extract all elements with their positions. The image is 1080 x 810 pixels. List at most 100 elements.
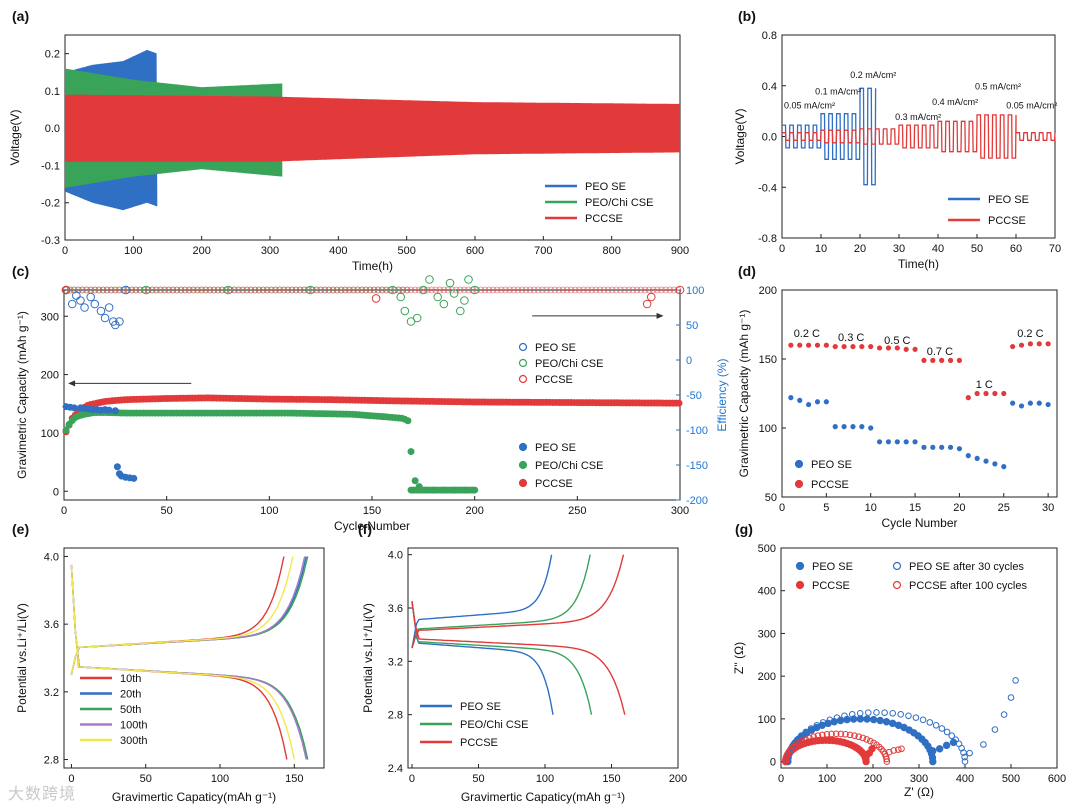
efficiency-point-PEO/Chi CSE (470, 285, 479, 295)
rate-point-PEO SE (814, 399, 821, 405)
efficiency-point (658, 286, 665, 294)
efficiency-point (411, 286, 419, 294)
impedance-point-PCCSE after 100 cycles (866, 737, 874, 745)
impedance-point-PCCSE after 100 cycles (795, 739, 803, 747)
efficiency-point (79, 286, 86, 294)
x-tick-label: 0 (68, 773, 74, 785)
rate-point-PEO SE (868, 425, 874, 431)
efficiency-point-PEO/Chi CSE (396, 292, 406, 302)
y-tick-label: -0.1 (41, 160, 60, 172)
efficiency-point (444, 286, 452, 294)
y-tick-label: 500 (758, 543, 776, 555)
x-tick-label: 50 (971, 243, 983, 255)
charge-curve-300th (70, 556, 294, 676)
y-tick-label: 200 (758, 671, 776, 683)
impedance-point-PEO SE after 30 cycles (938, 725, 946, 732)
impedance-point-PCCSE after 100 cycles (828, 730, 835, 738)
rate-point-PEO SE (823, 399, 829, 405)
efficiency-point (366, 286, 374, 294)
efficiency-point-PEO/Chi CSE (400, 306, 410, 316)
efficiency-point (189, 286, 197, 294)
x-tick-label: 0 (778, 773, 784, 785)
rate-point-PCCSE (912, 346, 918, 352)
efficiency-point (571, 286, 579, 294)
rate-point-PCCSE (983, 390, 989, 397)
x-tick-label: 70 (1049, 243, 1061, 255)
efficiency-point (625, 286, 633, 294)
efficiency-point (165, 286, 173, 294)
impedance-point-PEO SE (856, 715, 865, 723)
efficiency-point (419, 286, 427, 294)
x-tick-label: 100 (211, 773, 229, 785)
efficiency-point (436, 286, 444, 294)
efficiency-point (280, 286, 288, 294)
capacity-point-PCCSE (675, 399, 683, 407)
efficiency-point (395, 286, 403, 294)
x-axis-label: Gravimertic Capaticy(mAh g⁻¹) (461, 790, 625, 804)
rate-point-PEO SE (939, 444, 945, 450)
series-line-PEO SE (782, 87, 877, 186)
rate-point-PEO SE (992, 461, 998, 467)
efficiency-point (99, 286, 107, 294)
x-tick-label: 30 (1042, 502, 1054, 514)
efficiency-point (555, 286, 563, 294)
legend-cap-PCCSE: PCCSE (535, 478, 573, 490)
rate-label: 0.5 C (884, 335, 910, 347)
efficiency-point (239, 286, 247, 294)
impedance-point-PEO SE after 30 cycles (1000, 711, 1008, 718)
efficiency-point (460, 286, 468, 294)
efficiency-point (272, 286, 279, 294)
efficiency-point (588, 286, 596, 294)
legend-cap-PEO/Chi CSE: PEO/Chi CSE (535, 460, 603, 472)
impedance-point-PCCSE after 100 cycles (859, 734, 867, 742)
rate-point-PEO SE (1027, 400, 1033, 406)
rate-point-PCCSE (806, 342, 812, 348)
rate-point-PCCSE (974, 390, 980, 397)
impedance-point-PCCSE after 100 cycles (819, 731, 826, 739)
efficiency-point (440, 286, 448, 294)
x-tick-label: 200 (465, 505, 483, 517)
legend-20th: 20th (120, 689, 141, 701)
impedance-point-PEO SE after 30 cycles (881, 709, 888, 716)
efficiency-point (152, 286, 160, 294)
x-tick-label: 500 (397, 245, 415, 257)
legend-PEO SE-marker (794, 459, 804, 469)
impedance-point-PEO SE after 30 cycles (961, 753, 968, 761)
rate-point-PCCSE (832, 343, 838, 350)
efficiency-point (534, 286, 542, 294)
efficiency-point (177, 286, 185, 294)
capacity-point-PEO SE (70, 404, 78, 412)
legend-PCCSE: PCCSE (988, 215, 1026, 227)
x-tick-label: 0 (779, 502, 785, 514)
y-tick-label: 4.0 (44, 551, 59, 563)
impedance-point-PCCSE after 100 cycles (895, 746, 902, 753)
impedance-point-PEO SE after 30 cycles (948, 732, 956, 740)
efficiency-point-PEO SE (96, 306, 106, 316)
rate-point-PCCSE (814, 342, 821, 348)
rate-point-PCCSE (1018, 342, 1025, 348)
x-axis-label: Gravimertic Capaticy(mAh g⁻¹) (112, 790, 276, 804)
impedance-point-PEO SE after 30 cycles (926, 719, 934, 726)
efficiency-point (358, 286, 366, 294)
efficiency-point (341, 286, 349, 294)
x-tick-label: 150 (285, 773, 303, 785)
panel-g: 0 100 200 300 400 500 600 0 100 200 300 400 500 Z' (Ω… (732, 521, 1066, 799)
x-tick-label: 40 (932, 243, 944, 255)
impedance-point-PCCSE after 100 cycles (855, 733, 863, 741)
rate-point-PEO SE (894, 439, 900, 445)
efficiency-point (317, 286, 325, 294)
panel-a: 0 100 200 300 400 500 600 700 800 900 -0.3 -0.2 -0.1… (8, 8, 689, 273)
efficiency-point (654, 286, 661, 294)
rate-point-PEO SE (947, 444, 954, 450)
charge-curve-PEO/Chi CSE (411, 554, 591, 649)
y-tick-label: 0 (53, 486, 59, 498)
efficiency-point (210, 286, 218, 294)
impedance-point-PCCSE after 100 cycles (883, 758, 891, 765)
y-tick-label: 3.2 (44, 687, 59, 699)
series-line-PCCSE (782, 114, 1056, 159)
panel-label: (e) (12, 521, 29, 537)
x-tick-label: 300 (671, 505, 689, 517)
efficiency-axis-arrowhead (656, 312, 664, 319)
efficiency-point (337, 286, 345, 294)
efficiency-point (493, 286, 501, 294)
